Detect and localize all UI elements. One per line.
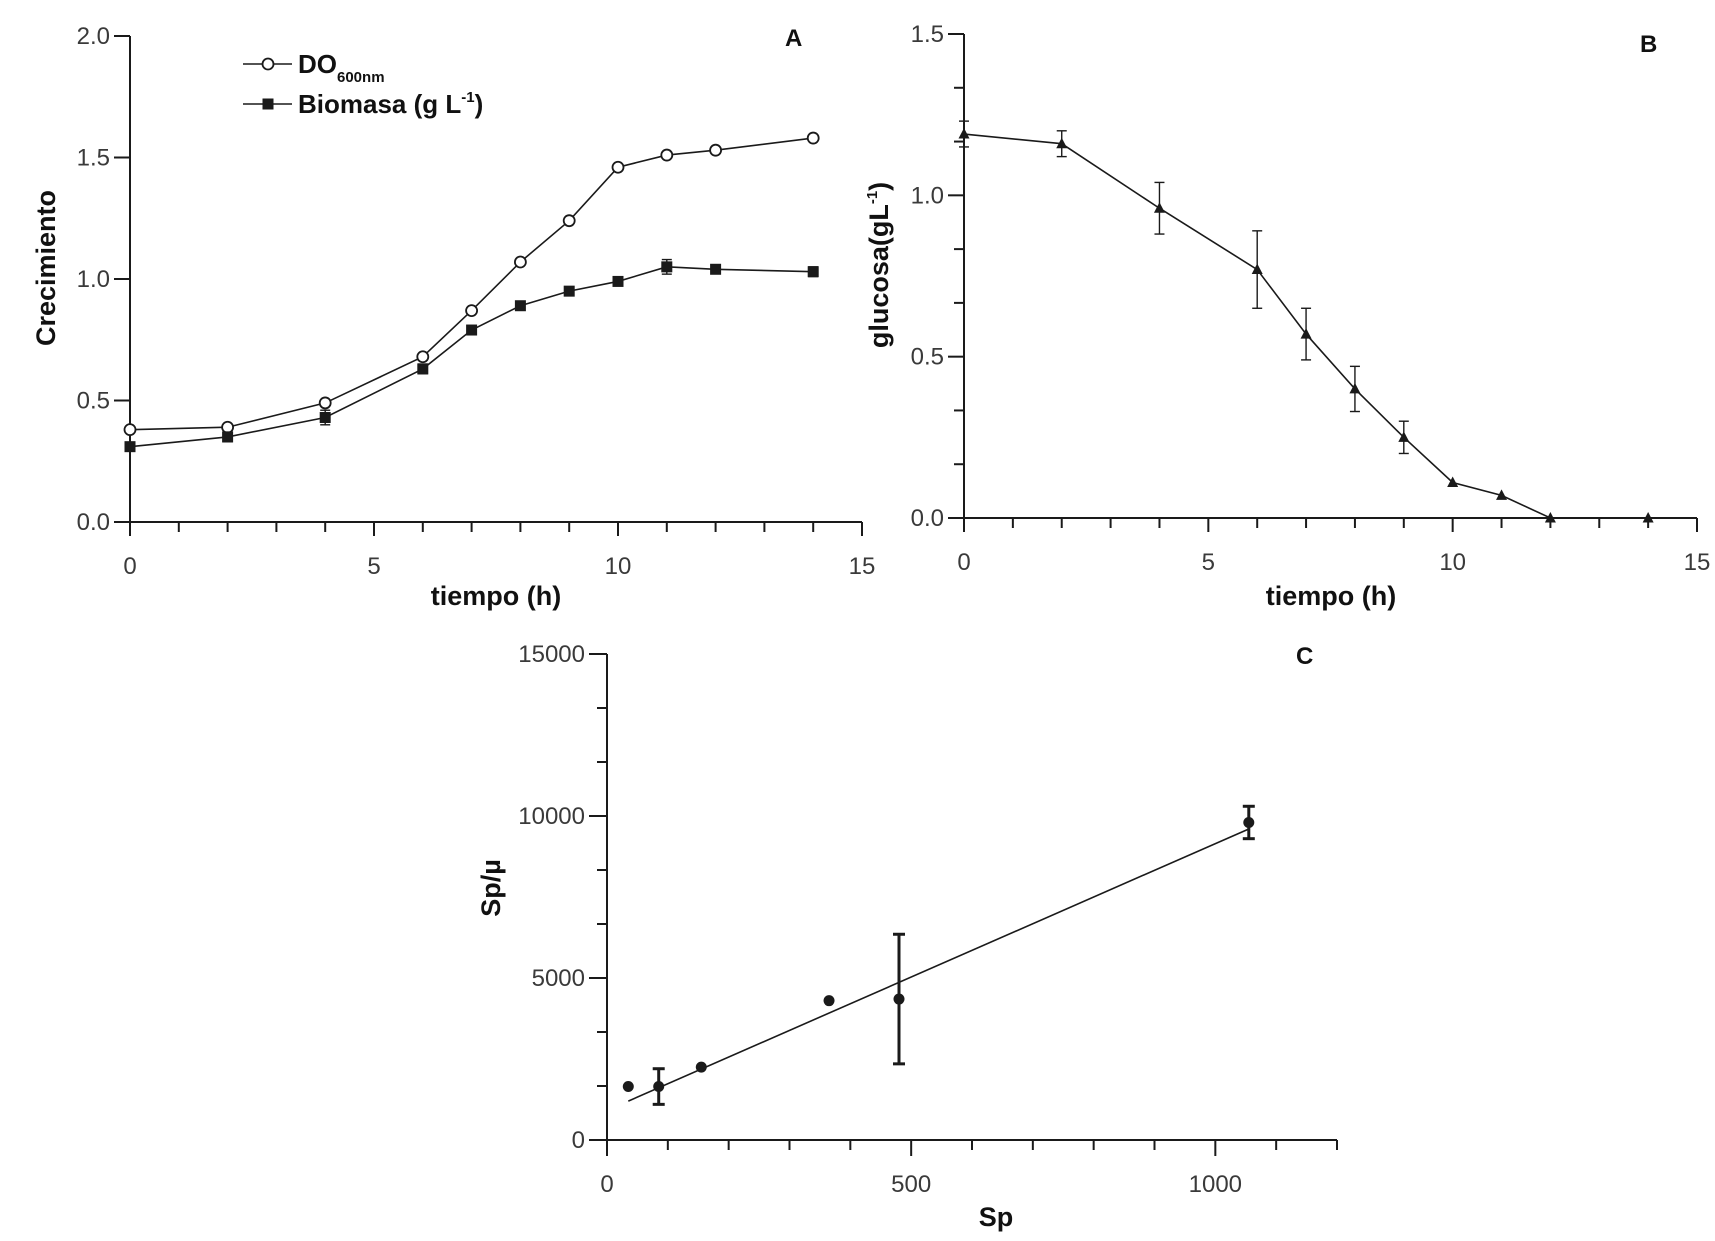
panel-a-series-2-point — [710, 263, 722, 275]
panel-a-y-label: Crecimiento — [31, 190, 61, 346]
legend-do-subscript: 600nm — [337, 69, 385, 86]
panel-c-fit-line — [627, 828, 1250, 1102]
panel-b-series-1-point — [1153, 202, 1165, 213]
panel-c-y-tick-label: 0 — [572, 1127, 585, 1154]
panel-a-series-2-point — [661, 261, 673, 273]
panel-c-x-tick-label: 500 — [891, 1171, 931, 1198]
panel-a-series-1-point — [660, 148, 674, 162]
panel-a-x-tick-label: 10 — [605, 553, 632, 580]
panel-a-series-1-point — [465, 304, 479, 317]
panel-b-series — [958, 120, 1654, 523]
panel-b-series-1-point — [1642, 512, 1654, 523]
panel-c-y-tick-label: 10000 — [518, 803, 585, 830]
panel-a-y-tick-label: 1.5 — [77, 145, 110, 172]
legend-do-text: DO — [298, 49, 337, 79]
panel-a-y-tick-label: 0.0 — [77, 509, 110, 536]
panel-a-ticks: 0 5 10 15 0.0 0.5 1.0 1.5 2.0 — [77, 23, 876, 580]
panel-b-series-1-point — [1349, 382, 1361, 394]
panel-a-series-2-point — [222, 431, 234, 443]
panel-a-letter: A — [785, 25, 802, 52]
panel-a-series-1-point — [514, 255, 527, 269]
panel-a-x-label: tiempo (h) — [431, 581, 561, 611]
panel-b-series-1-point — [1496, 489, 1508, 500]
panel-a-series-1-point — [318, 396, 332, 410]
panel-b-y-tick-label: 1.0 — [911, 182, 944, 209]
panel-a-x-tick-label: 0 — [123, 553, 136, 580]
panel-a-series-2-point — [563, 285, 575, 297]
panel-a-y-tick-label: 1.0 — [77, 266, 110, 293]
panel-b-series-1-point — [1300, 328, 1312, 339]
panel-b-y-label-paren: ) — [864, 182, 894, 191]
panel-a-series-2-point — [417, 363, 429, 375]
panel-a-legend: DO600nm Biomasa (g L-1) — [243, 49, 483, 119]
legend-do-marker — [261, 57, 275, 71]
panel-a-x-tick-label: 15 — [849, 553, 876, 580]
panel-a-series-2-point — [124, 441, 136, 453]
panel-a-series-2-point — [612, 275, 624, 287]
panel-c-letter: C — [1296, 643, 1313, 670]
panel-b-y-label-text: glucosa(gL — [864, 204, 894, 348]
panel-a-series-1-point — [416, 350, 430, 364]
panel-b-y-label: glucosa(gL-1) — [864, 182, 894, 348]
panel-a-series — [123, 131, 820, 453]
panel-b-x-label: tiempo (h) — [1266, 581, 1396, 611]
legend-biomasa-superscript: -1 — [461, 89, 474, 106]
panel-c-point — [695, 1061, 707, 1073]
panel-c-point — [893, 993, 905, 1005]
panel-a-series-2-point — [514, 300, 526, 312]
panel-a-series-1-point — [611, 160, 625, 174]
panel-a-series-2-point — [319, 412, 331, 424]
legend-biomasa-text: Biomasa (g L — [298, 89, 461, 119]
panel-a-y-tick-label: 2.0 — [77, 23, 110, 50]
panel-a-series-2-point — [466, 324, 478, 336]
panel-c-point — [622, 1081, 634, 1093]
panel-a-series-1-point — [123, 423, 137, 437]
panel-c-point — [823, 995, 835, 1007]
panel-b-x-tick-label: 15 — [1684, 549, 1711, 576]
panel-a-y-tick-label: 0.5 — [77, 388, 110, 415]
panel-b-y-label-superscript: -1 — [864, 191, 881, 204]
panel-b-y-tick-label: 0.5 — [911, 344, 944, 371]
panel-b-x-tick-label: 10 — [1439, 549, 1466, 576]
panel-a-series-1-point — [562, 214, 576, 228]
panel-c-series — [622, 804, 1255, 1106]
panel-a-series-1-point — [806, 131, 820, 145]
panel-c-x-tick-label: 1000 — [1189, 1171, 1242, 1198]
panel-c-point — [1243, 816, 1255, 828]
panel-a-series-1-point — [709, 143, 722, 157]
panel-b-ticks: 0 5 10 15 0.0 0.5 1.0 1.5 — [911, 21, 1711, 576]
panel-c-point — [653, 1081, 665, 1093]
panel-b-series-1-point — [1398, 431, 1410, 442]
panel-a-x-tick-label: 5 — [367, 553, 380, 580]
panel-b-series-1-point — [1251, 263, 1263, 275]
panel-b-y-tick-label: 1.5 — [911, 21, 944, 48]
panel-a-series-2-point — [807, 266, 819, 278]
panel-b-x-tick-label: 5 — [1202, 549, 1215, 576]
panel-c-y-tick-label: 15000 — [518, 641, 585, 668]
panel-c-y-tick-label: 5000 — [532, 965, 585, 992]
legend-biomasa-paren: ) — [475, 89, 484, 119]
panel-b-series-1-point — [958, 128, 970, 139]
panel-c-y-label: Sp/µ — [476, 859, 506, 917]
panel-b-series-1-point — [1056, 137, 1068, 149]
panel-c-x-tick-label: 0 — [600, 1171, 613, 1198]
panel-c-x-label: Sp — [979, 1202, 1014, 1232]
panel-b-series-1-point — [1544, 512, 1556, 523]
panel-b-series-1-point — [1447, 476, 1459, 488]
panel-a-series-2-line — [129, 266, 814, 448]
panel-a: 0 5 10 15 0.0 0.5 1.0 1.5 2.0 A tiempo (h) Creci… — [31, 23, 875, 611]
panel-a-series-1-point — [221, 420, 235, 434]
panel-b-x-tick-label: 0 — [957, 549, 970, 576]
panel-b: 0 5 10 15 0.0 0.5 1.0 1.5 B tiempo (h) glucosa(… — [864, 21, 1710, 611]
legend-do-label: DO600nm — [298, 49, 385, 86]
panel-a-series-1-line — [129, 137, 814, 431]
panel-b-y-tick-label: 0.0 — [911, 505, 944, 532]
panel-b-letter: B — [1640, 31, 1657, 58]
legend-biomasa-marker — [262, 98, 274, 110]
legend-biomasa-label: Biomasa (g L-1) — [298, 89, 483, 119]
